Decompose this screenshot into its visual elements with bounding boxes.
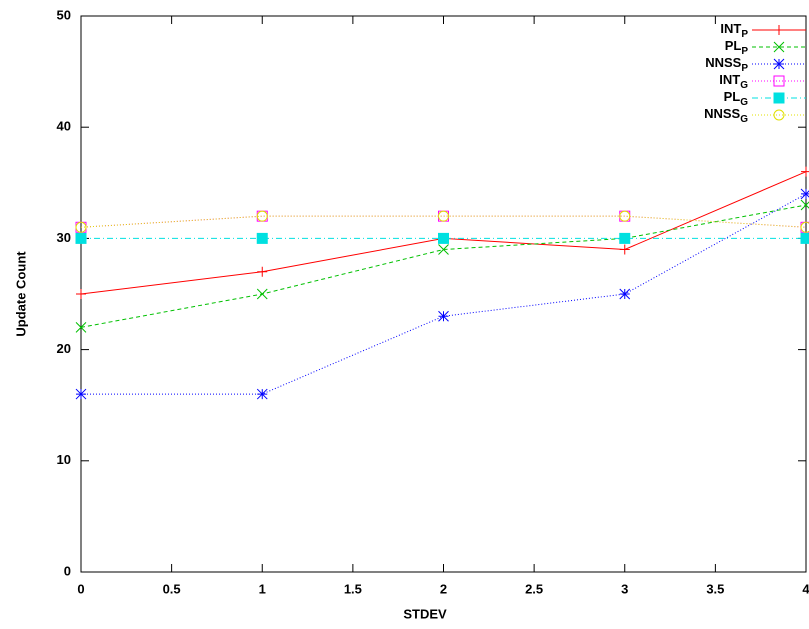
x-tick-label: 4	[802, 581, 809, 596]
y-tick-label: 30	[57, 230, 71, 245]
marker	[801, 167, 809, 177]
legend-subscript: G	[740, 114, 748, 125]
marker	[801, 222, 809, 232]
legend-name: NNSS	[704, 106, 740, 121]
marker	[257, 211, 267, 221]
legend-name: INT	[719, 72, 740, 87]
series-line	[81, 205, 806, 327]
series-line	[81, 194, 806, 394]
legend-marker	[774, 25, 784, 35]
x-tick-label: 2.5	[525, 581, 543, 596]
legend-label: NNSSG	[704, 106, 748, 124]
x-tick-label: 3	[621, 581, 628, 596]
legend-name: NNSS	[705, 55, 741, 70]
y-tick-label: 20	[57, 341, 71, 356]
marker	[76, 389, 86, 399]
legend-label: PLP	[725, 38, 749, 56]
legend-label: PLG	[724, 89, 749, 107]
marker	[439, 311, 449, 321]
x-tick-label: 1.5	[344, 581, 362, 596]
y-tick-label: 40	[57, 119, 71, 134]
marker	[257, 233, 267, 243]
marker	[620, 233, 630, 243]
x-tick-label: 0	[77, 581, 84, 596]
legend-label: INTP	[720, 21, 748, 39]
legend-label: INTG	[719, 72, 748, 90]
marker	[801, 189, 809, 199]
marker	[620, 289, 630, 299]
legend-label: NNSSP	[705, 55, 748, 73]
series-line	[81, 216, 806, 227]
x-tick-label: 3.5	[706, 581, 724, 596]
x-tick-label: 0.5	[163, 581, 181, 596]
y-tick-label: 10	[57, 452, 71, 467]
legend-marker	[774, 93, 784, 103]
series-line	[81, 172, 806, 294]
marker	[76, 289, 86, 299]
legend-subscript: G	[740, 80, 748, 91]
y-axis-label: Update Count	[13, 251, 28, 337]
series-line	[81, 216, 806, 227]
marker	[801, 233, 809, 243]
legend-subscript: G	[740, 97, 748, 108]
plot-frame	[81, 16, 806, 572]
legend-subscript: P	[741, 63, 748, 74]
marker	[257, 289, 267, 299]
marker	[620, 245, 630, 255]
x-axis-label: STDEV	[403, 606, 447, 621]
marker	[257, 389, 267, 399]
legend-name: INT	[720, 21, 741, 36]
legend-marker	[774, 59, 784, 69]
legend-name: PL	[724, 89, 741, 104]
marker	[76, 233, 86, 243]
marker	[439, 233, 449, 243]
marker	[257, 267, 267, 277]
legend-name: PL	[725, 38, 742, 53]
x-tick-label: 1	[259, 581, 266, 596]
legend-subscript: P	[741, 29, 748, 40]
y-tick-label: 50	[57, 7, 71, 22]
legend-subscript: P	[741, 46, 748, 57]
y-tick-label: 0	[64, 563, 71, 578]
x-tick-label: 2	[440, 581, 447, 596]
chart: STDEV Update Count 0 10 20 30 40 50 0 0.5 1 1.5 2 2…	[0, 0, 809, 629]
